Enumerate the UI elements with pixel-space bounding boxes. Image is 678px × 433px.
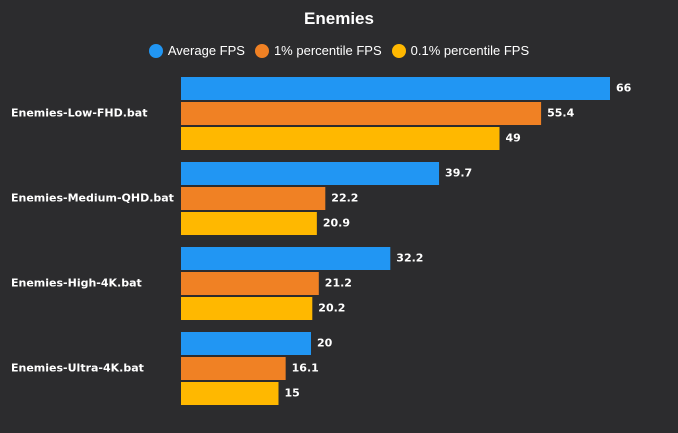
bar-enemies-medium-qhd-bat-1-percentile-fps[interactable] (181, 187, 326, 210)
legend-item-01pct-fps[interactable]: 0.1% percentile FPS (391, 43, 530, 58)
value-label-enemies-medium-qhd-bat-1-percentile-fps: 22.2 (331, 192, 358, 205)
value-label-enemies-low-fhd-bat-1-percentile-fps: 55.4 (547, 107, 574, 120)
bar-enemies-high-4k-bat-1-percentile-fps[interactable] (181, 272, 319, 295)
category-label-enemies-ultra-4k-bat: Enemies-Ultra-4K.bat (11, 362, 144, 375)
legend-item-average-fps[interactable]: Average FPS (148, 43, 245, 58)
category-label-enemies-low-fhd-bat: Enemies-Low-FHD.bat (11, 107, 148, 120)
value-label-enemies-low-fhd-bat-0-1-percentile-fps: 49 (506, 132, 521, 145)
legend-swatch-1pct-fps (254, 43, 269, 58)
bar-enemies-high-4k-bat-average-fps[interactable] (181, 247, 391, 270)
value-label-enemies-ultra-4k-bat-0-1-percentile-fps: 15 (285, 387, 300, 400)
legend-label-01pct-fps: 0.1% percentile FPS (410, 43, 530, 58)
legend: Average FPS 1% percentile FPS 0.1% perce… (0, 43, 678, 58)
value-label-enemies-high-4k-bat-1-percentile-fps: 21.2 (325, 277, 352, 290)
value-label-enemies-medium-qhd-bat-average-fps: 39.7 (445, 167, 472, 180)
bar-enemies-low-fhd-bat-1-percentile-fps[interactable] (181, 102, 542, 125)
bar-enemies-ultra-4k-bat-1-percentile-fps[interactable] (181, 357, 286, 380)
bar-enemies-high-4k-bat-0-1-percentile-fps[interactable] (181, 297, 313, 320)
bar-enemies-low-fhd-bat-average-fps[interactable] (181, 77, 610, 100)
bar-enemies-ultra-4k-bat-average-fps[interactable] (181, 332, 311, 355)
value-label-enemies-ultra-4k-bat-1-percentile-fps: 16.1 (292, 362, 319, 375)
legend-label-average-fps: Average FPS (167, 43, 245, 58)
bar-enemies-low-fhd-bat-0-1-percentile-fps[interactable] (181, 127, 500, 150)
legend-swatch-average-fps (148, 43, 163, 58)
bar-enemies-medium-qhd-bat-0-1-percentile-fps[interactable] (181, 212, 317, 235)
category-label-enemies-medium-qhd-bat: Enemies-Medium-QHD.bat (11, 192, 174, 205)
chart-title: Enemies (304, 9, 374, 28)
legend-swatch-01pct-fps (391, 43, 406, 58)
value-label-enemies-medium-qhd-bat-0-1-percentile-fps: 20.9 (323, 217, 350, 230)
value-label-enemies-ultra-4k-bat-average-fps: 20 (317, 337, 333, 350)
legend-label-1pct-fps: 1% percentile FPS (273, 43, 382, 58)
value-label-enemies-high-4k-bat-0-1-percentile-fps: 20.2 (318, 302, 345, 315)
bar-enemies-ultra-4k-bat-0-1-percentile-fps[interactable] (181, 382, 279, 405)
bar-enemies-medium-qhd-bat-average-fps[interactable] (181, 162, 440, 185)
value-label-enemies-low-fhd-bat-average-fps: 66 (616, 82, 632, 95)
category-label-enemies-high-4k-bat: Enemies-High-4K.bat (11, 277, 142, 290)
value-label-enemies-high-4k-bat-average-fps: 32.2 (396, 252, 423, 265)
legend-item-1pct-fps[interactable]: 1% percentile FPS (254, 43, 382, 58)
